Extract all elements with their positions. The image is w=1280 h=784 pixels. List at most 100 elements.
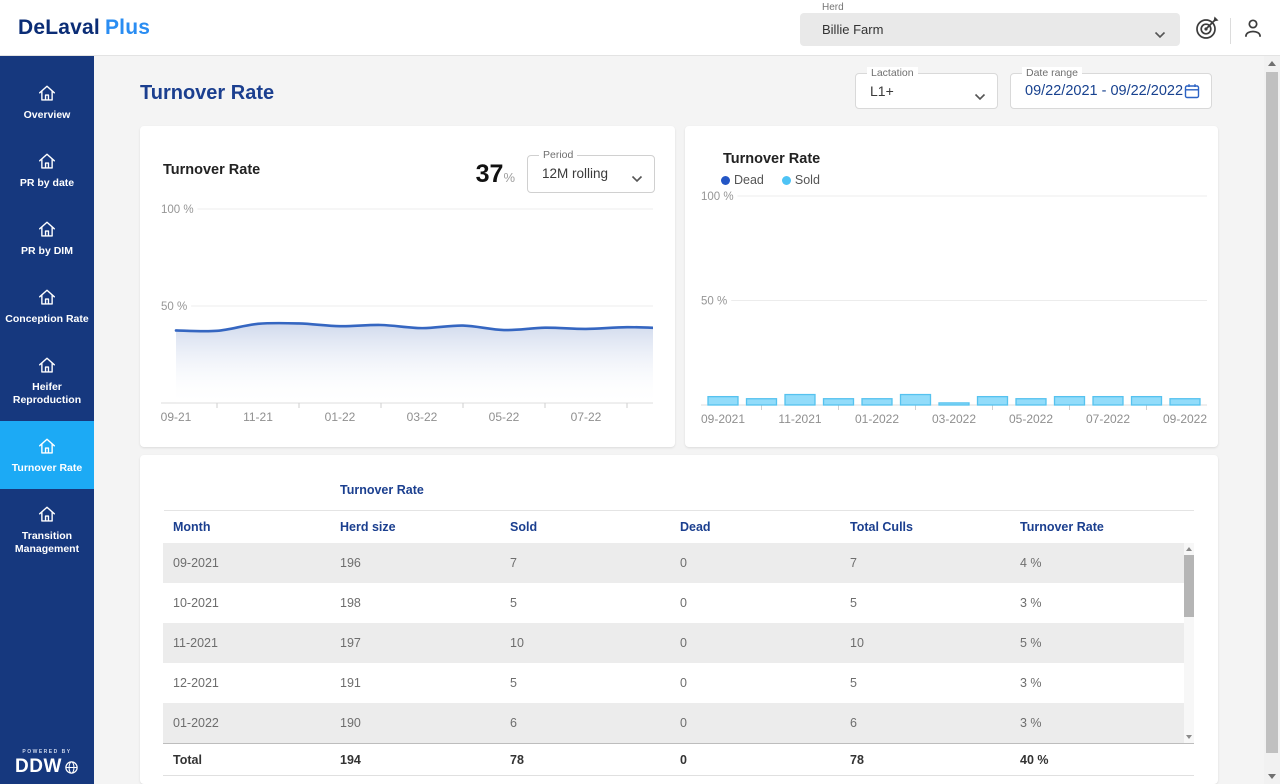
kpi-value: 37 xyxy=(476,160,504,188)
logo-plus: Plus xyxy=(105,16,150,39)
svg-text:50 %: 50 % xyxy=(701,296,727,308)
date-range-picker[interactable]: Date range 09/22/2021 - 09/22/2022 xyxy=(1010,73,1212,109)
logo-delaval: DeLaval xyxy=(18,16,100,39)
home-icon xyxy=(36,218,58,240)
sidebar-item-label: Conception Rate xyxy=(5,313,88,326)
total-cell: 78 xyxy=(500,753,670,767)
turnover-kpi: 37% xyxy=(476,160,515,189)
sidebar-nav: Overview PR by date PR by DIM Conception Ra… xyxy=(0,56,94,570)
table-cell: 4 % xyxy=(1010,556,1184,570)
app-logo: DeLavalPlus xyxy=(18,0,150,56)
svg-text:05-22: 05-22 xyxy=(489,410,520,424)
total-cell: 0 xyxy=(670,753,840,767)
table-row: 12-20211915053 % xyxy=(163,663,1184,703)
scroll-up-icon[interactable] xyxy=(1268,61,1276,66)
svg-text:03-2022: 03-2022 xyxy=(932,412,976,426)
sidebar-item-pr-by-dim[interactable]: PR by DIM xyxy=(0,204,94,272)
goals-target-icon[interactable] xyxy=(1193,14,1221,47)
table-row: 11-2021197100105 % xyxy=(163,623,1184,663)
table-cell: 7 xyxy=(500,556,670,570)
svg-text:09-2022: 09-2022 xyxy=(1163,412,1207,426)
sidebar-item-label: Overview xyxy=(24,109,71,122)
svg-text:100 %: 100 % xyxy=(701,191,734,203)
total-cell: Total xyxy=(163,753,330,767)
chevron-down-icon xyxy=(1154,26,1166,44)
table-cell: 5 xyxy=(500,676,670,690)
page-title: Turnover Rate xyxy=(140,82,274,105)
sidebar-item-heifer-reproduction[interactable]: Heifer Reproduction xyxy=(0,340,94,421)
column-header: Month xyxy=(163,520,330,534)
chevron-down-icon xyxy=(974,88,986,106)
period-select[interactable]: Period 12M rolling xyxy=(527,155,655,193)
svg-text:09-2021: 09-2021 xyxy=(701,412,745,426)
herd-select[interactable]: Billie Farm xyxy=(800,13,1180,46)
column-header: Sold xyxy=(500,520,670,534)
table-header-row: MonthHerd sizeSoldDeadTotal CullsTurnove… xyxy=(163,511,1194,543)
table-scrollbar-thumb[interactable] xyxy=(1184,555,1194,617)
user-account-icon[interactable] xyxy=(1240,15,1266,46)
table-row: 10-20211985053 % xyxy=(163,583,1184,623)
lactation-select[interactable]: Lactation L1+ xyxy=(855,73,998,109)
monthly-card-title: Turnover Rate xyxy=(723,151,820,167)
app-root: DeLavalPlus Herd Billie Farm xyxy=(0,0,1280,784)
ddw-logo: DDW xyxy=(15,756,79,778)
scroll-up-icon[interactable] xyxy=(1186,547,1192,551)
monthly-bar-chart: 100 %50 %09-202111-202101-202203-202205-… xyxy=(701,180,1207,432)
home-icon xyxy=(36,435,58,457)
home-icon xyxy=(36,354,58,376)
trend-card-title: Turnover Rate xyxy=(163,162,260,178)
main-content: Turnover Rate Lactation L1+ Date range 0… xyxy=(94,56,1280,784)
column-header: Turnover Rate xyxy=(1010,520,1194,534)
herd-select-value: Billie Farm xyxy=(822,13,883,46)
table-cell: 5 xyxy=(500,596,670,610)
table-cell: 6 xyxy=(500,716,670,730)
scroll-down-icon[interactable] xyxy=(1186,735,1192,739)
table-cell: 6 xyxy=(840,716,1010,730)
table-cell: 10 xyxy=(840,636,1010,650)
sidebar-item-label: Turnover Rate xyxy=(12,462,82,475)
table-cell: 5 xyxy=(840,596,1010,610)
table-total-row: Total1947807840 % xyxy=(163,743,1194,776)
svg-text:07-22: 07-22 xyxy=(571,410,602,424)
page-scrollbar-thumb[interactable] xyxy=(1266,72,1278,753)
table-cell: 3 % xyxy=(1010,596,1184,610)
sidebar-item-label: Transition Management xyxy=(3,530,91,556)
table-cell: 3 % xyxy=(1010,676,1184,690)
table-scrollbar[interactable] xyxy=(1184,543,1194,743)
sidebar-item-turnover-rate[interactable]: Turnover Rate xyxy=(0,421,94,489)
page-scrollbar[interactable] xyxy=(1264,56,1280,784)
date-range-value: 09/22/2021 - 09/22/2022 xyxy=(1025,74,1183,108)
svg-text:100 %: 100 % xyxy=(161,204,194,216)
svg-text:05-2022: 05-2022 xyxy=(1009,412,1053,426)
table-cell: 7 xyxy=(840,556,1010,570)
table-cell: 12-2021 xyxy=(163,676,330,690)
sidebar-item-pr-by-date[interactable]: PR by date xyxy=(0,136,94,204)
column-header: Total Culls xyxy=(840,520,1010,534)
table-cell: 0 xyxy=(670,636,840,650)
sidebar-item-conception-rate[interactable]: Conception Rate xyxy=(0,272,94,340)
sidebar-item-label: PR by DIM xyxy=(21,245,73,258)
scroll-down-icon[interactable] xyxy=(1268,774,1276,779)
table-cell: 198 xyxy=(330,596,500,610)
trend-chart: 100 %50 %09-2111-2101-2203-2205-2207-22 xyxy=(161,193,653,433)
table-cell: 0 xyxy=(670,716,840,730)
turnover-trend-card: Turnover Rate 37% Period 12M rolling 100… xyxy=(140,126,675,447)
calendar-icon[interactable] xyxy=(1183,82,1201,105)
home-icon xyxy=(36,150,58,172)
kpi-unit: % xyxy=(503,170,515,185)
turnover-table-card: Turnover Rate MonthHerd sizeSoldDeadTota… xyxy=(140,455,1218,784)
table-cell: 0 xyxy=(670,596,840,610)
total-cell: 78 xyxy=(840,753,1010,767)
table-cell: 0 xyxy=(670,676,840,690)
table-cell: 09-2021 xyxy=(163,556,330,570)
sidebar-item-label: Heifer Reproduction xyxy=(3,381,91,407)
svg-text:09-21: 09-21 xyxy=(161,410,192,424)
table-cell: 11-2021 xyxy=(163,636,330,650)
svg-text:01-2022: 01-2022 xyxy=(855,412,899,426)
period-select-value: 12M rolling xyxy=(542,156,608,192)
sidebar-item-transition-management[interactable]: Transition Management xyxy=(0,489,94,570)
table-cell: 10 xyxy=(500,636,670,650)
sidebar-item-overview[interactable]: Overview xyxy=(0,68,94,136)
turnover-monthly-card: Turnover Rate DeadSold 100 %50 %09-20211… xyxy=(685,126,1218,447)
column-header: Dead xyxy=(670,520,840,534)
